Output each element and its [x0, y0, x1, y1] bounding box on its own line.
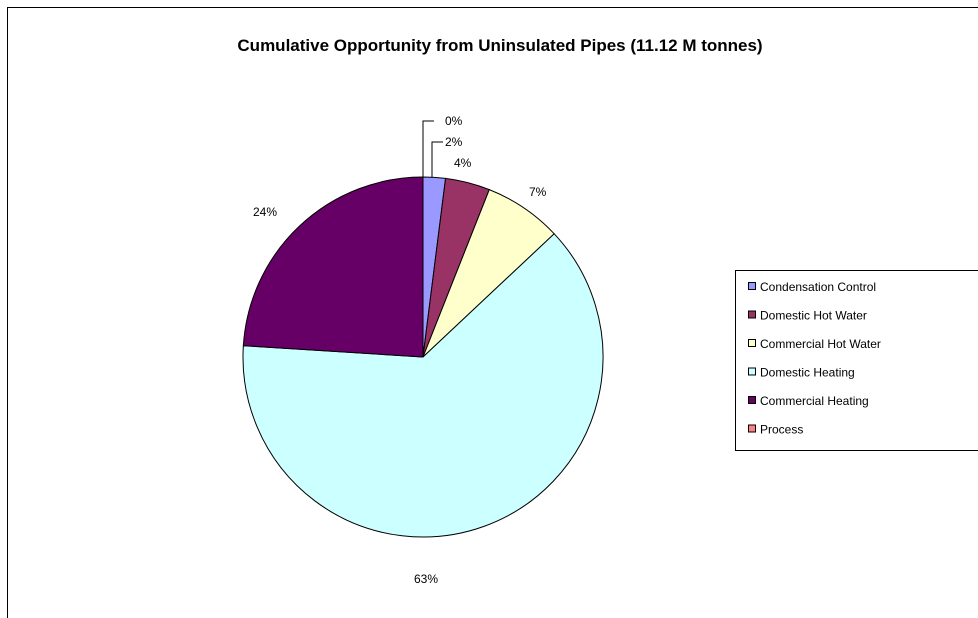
- data-label-domestic-hot-water: 4%: [454, 156, 472, 170]
- data-label-condensation-control: 2%: [445, 135, 463, 149]
- data-label-commercial-heating: 24%: [253, 205, 277, 219]
- legend: Condensation Control Domestic Hot Water Co…: [735, 270, 978, 451]
- legend-swatch-condensation-control: [748, 282, 756, 290]
- legend-label-domestic-heating: Domestic Heating: [760, 366, 855, 380]
- data-label-commercial-hot-water: 7%: [529, 185, 547, 199]
- leader-line-process: [422, 120, 434, 177]
- data-label-domestic-heating: 63%: [414, 572, 438, 586]
- legend-label-domestic-hot-water: Domestic Hot Water: [760, 309, 867, 323]
- legend-box: [735, 270, 978, 451]
- legend-swatch-process: [748, 424, 756, 433]
- pie-slices: [242, 176, 604, 538]
- legend-swatch-domestic-hot-water: [748, 310, 756, 319]
- chart-title: Cumulative Opportunity from Uninsulated …: [237, 36, 762, 55]
- pie-labels: 0% 2% 4% 7% 63% 24%: [253, 114, 547, 586]
- pie-slice-domestic-heating: [242, 233, 604, 538]
- legend-swatch-commercial-heating: [748, 396, 756, 404]
- legend-label-process: Process: [760, 423, 803, 437]
- data-label-process: 0%: [445, 114, 463, 128]
- leader-line-condensation-control: [431, 141, 443, 177]
- legend-swatch-domestic-heating: [748, 367, 756, 376]
- legend-swatch-commercial-hot-water: [748, 339, 756, 347]
- legend-label-commercial-heating: Commercial Heating: [760, 394, 869, 408]
- legend-label-condensation-control: Condensation Control: [760, 280, 876, 294]
- legend-label-commercial-hot-water: Commercial Hot Water: [760, 337, 881, 351]
- pie-slice-commercial-heating: [242, 176, 424, 358]
